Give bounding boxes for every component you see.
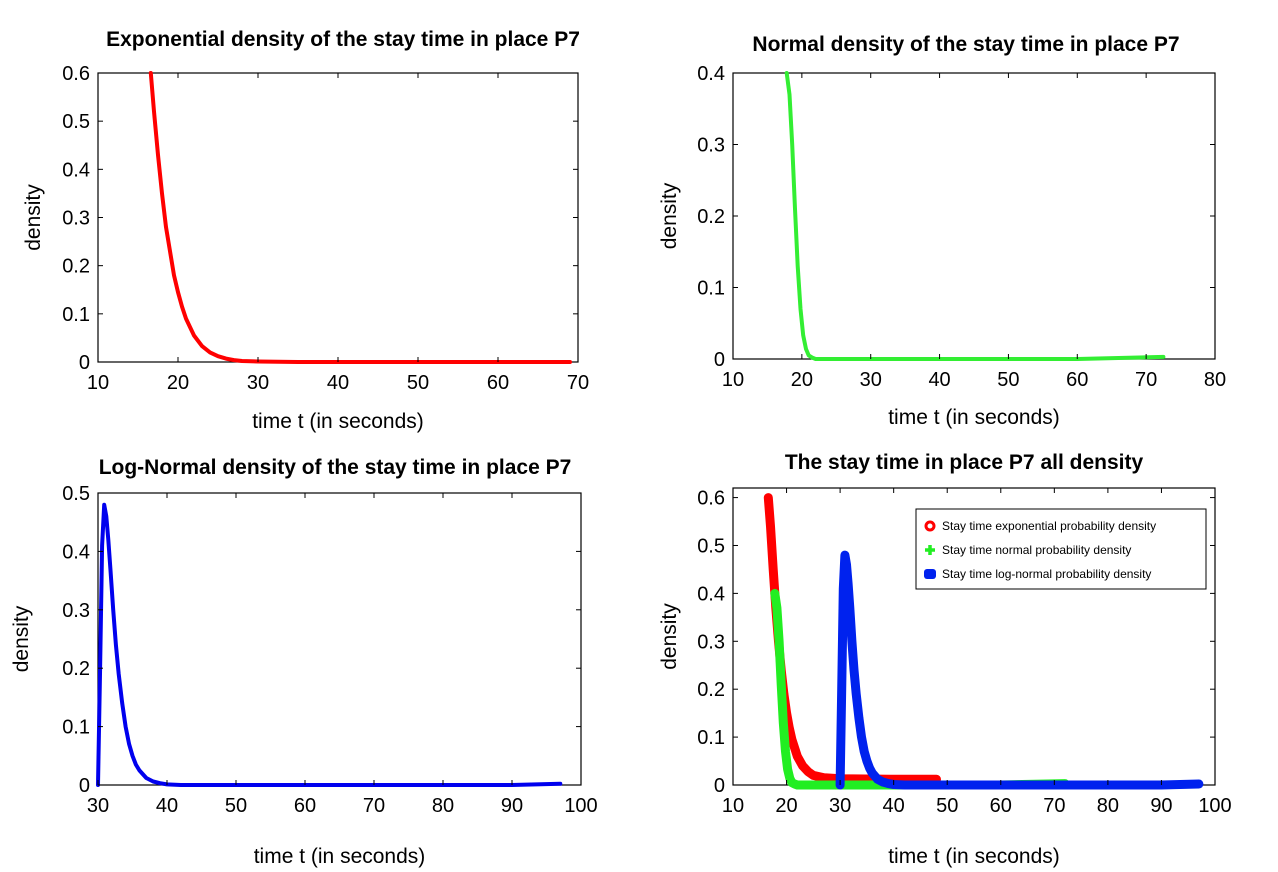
x-tick-label: 20 [791,369,813,391]
x-tick-label: 70 [1135,369,1157,391]
x-tick-label: 80 [1204,369,1226,391]
y-axis-label: density [658,182,681,249]
y-tick-label: 0.4 [697,583,725,605]
y-tick-label: 0.2 [697,206,725,228]
plot-area [732,72,1216,360]
x-tick-label: 50 [225,795,247,817]
x-tick-label: 90 [501,795,523,817]
y-tick-label: 0.2 [697,679,725,701]
y-tick-label: 0 [714,349,725,371]
x-tick-label: 10 [87,372,109,394]
y-tick-label: 0.1 [697,278,725,300]
x-tick-label: 60 [294,795,316,817]
x-tick-label: 100 [564,795,597,817]
chart-title: Normal density of the stay time in place… [752,33,1179,56]
x-tick-label: 60 [990,795,1012,817]
x-axis-label: time t (in seconds) [254,845,426,868]
x-tick-label: 20 [167,372,189,394]
y-axis-label: density [22,184,45,251]
x-tick-label: 40 [327,372,349,394]
legend-box [915,508,1207,590]
plot-area [97,72,579,363]
x-tick-label: 40 [883,795,905,817]
x-tick-label: 70 [1043,795,1065,817]
y-tick-label: 0.3 [697,631,725,653]
y-tick-label: 0.3 [62,600,90,622]
y-tick-label: 0.3 [697,135,725,157]
y-tick-label: 0.5 [62,111,90,133]
x-axis-label: time t (in seconds) [888,845,1060,868]
y-tick-label: 0.2 [62,658,90,680]
legend-marker [924,520,936,532]
y-tick-label: 0 [79,352,90,374]
series-line-1 [784,71,1166,361]
x-tick-label: 30 [829,795,851,817]
y-tick-label: 0.4 [697,63,725,85]
y-tick-label: 0.6 [697,488,725,510]
chart-title: Log-Normal density of the stay time in p… [99,456,572,479]
y-tick-label: 0.6 [62,63,90,85]
y-tick-label: 0.5 [697,535,725,557]
y-tick-label: 0.3 [62,208,90,230]
x-tick-label: 30 [860,369,882,391]
chart-title: The stay time in place P7 all density [785,451,1144,474]
chart-panel-3: 30 40 50 60 70 80 90 100 0 0.1 0.2 0.3 0.4 0.5 Log-Nor… [10,456,598,868]
x-tick-label: 70 [363,795,385,817]
x-tick-label: 30 [247,372,269,394]
y-tick-label: 0.4 [62,541,90,563]
x-tick-label: 10 [722,369,744,391]
y-tick-label: 0.5 [62,483,90,505]
x-tick-label: 100 [1198,795,1231,817]
legend-marker [924,569,936,579]
x-tick-label: 80 [432,795,454,817]
x-tick-label: 50 [407,372,429,394]
y-tick-label: 0.2 [62,256,90,278]
x-tick-label: 30 [87,795,109,817]
x-tick-label: 20 [775,795,797,817]
x-axis-label: time t (in seconds) [888,406,1060,429]
series-line-3 [835,550,1204,790]
chart-panel-4: 10 20 30 40 50 60 70 80 90 100 0 0.1 0.2 0.3 0.4 0.5 0.6… [658,451,1232,868]
x-tick-label: 40 [156,795,178,817]
y-tick-label: 0 [714,775,725,797]
y-tick-label: 0.1 [697,727,725,749]
x-axis-label: time t (in seconds) [252,410,424,433]
chart-title: Exponential density of the stay time in … [106,28,580,51]
y-axis-label: density [658,603,681,670]
chart-panel-2: 10 20 30 40 50 60 70 80 0 0.1 0.2 0.3 0.4 Normal dens… [658,33,1226,429]
series-line-1 [96,502,563,787]
x-tick-label: 50 [997,369,1019,391]
legend-label: Stay time normal probability density [942,543,1131,557]
x-tick-label: 90 [1150,795,1172,817]
x-tick-label: 80 [1097,795,1119,817]
x-tick-label: 50 [936,795,958,817]
y-tick-label: 0 [79,775,90,797]
legend-label: Stay time log-normal probability density [942,567,1151,581]
chart-panel-1: 10 20 30 40 50 60 70 0 0.1 0.2 0.3 0.4 0.5 0.6 Exponen… [22,28,589,433]
y-tick-label: 0.4 [62,159,90,181]
x-tick-label: 70 [567,372,589,394]
y-tick-label: 0.1 [62,717,90,739]
plot-area [97,492,582,786]
x-tick-label: 10 [722,795,744,817]
y-tick-label: 0.1 [62,304,90,326]
legend-label: Stay time exponential probability densit… [942,519,1156,533]
series-line-1 [148,71,572,364]
x-tick-label: 60 [487,372,509,394]
y-axis-label: density [10,605,33,672]
x-tick-label: 40 [928,369,950,391]
legend-marker [925,545,935,555]
legend: Stay time exponential probability densit… [915,508,1207,590]
x-tick-label: 60 [1066,369,1088,391]
